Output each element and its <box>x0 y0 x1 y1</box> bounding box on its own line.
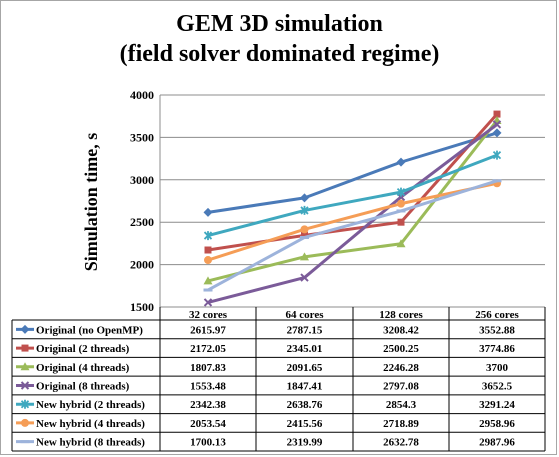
series-line <box>207 153 498 238</box>
x-category-label: 32 cores <box>189 309 228 321</box>
data-point <box>300 235 309 239</box>
table-value: 2319.99 <box>287 437 323 449</box>
y-tick-label: 1500 <box>130 300 154 314</box>
series-line <box>207 119 499 283</box>
table-value: 1553.48 <box>190 381 226 393</box>
data-point <box>397 218 405 226</box>
legend-series-name: Original (no OpenMP) <box>36 324 143 336</box>
table-value: 2615.97 <box>190 324 226 336</box>
table-value: 2345.01 <box>287 343 323 355</box>
table-value: 2091.65 <box>287 362 323 374</box>
series-line <box>207 179 498 292</box>
series-4 <box>203 120 502 307</box>
y-tick-label: 3500 <box>130 130 154 144</box>
table-value: 2987.96 <box>479 437 515 449</box>
table-value: 2718.89 <box>383 418 419 430</box>
data-point <box>396 157 406 167</box>
table-value: 2638.76 <box>287 399 323 411</box>
data-point <box>204 256 212 265</box>
data-point <box>300 193 309 203</box>
legend-series-name: New hybrid (4 threads) <box>36 418 145 430</box>
data-point <box>300 225 309 234</box>
y-tick-label: 2500 <box>130 215 154 229</box>
data-point <box>396 209 406 213</box>
y-tick-label: 3000 <box>130 173 154 187</box>
data-point <box>20 324 30 334</box>
data-point <box>492 150 502 160</box>
table-value: 2632.78 <box>383 437 419 449</box>
x-category-label: 256 cores <box>475 309 519 321</box>
legend-series-name: Original (4 threads) <box>36 362 130 374</box>
table-value: 1847.41 <box>287 381 323 393</box>
data-point <box>300 252 309 261</box>
table-value: 3208.42 <box>383 324 419 336</box>
table-value: 2500.25 <box>383 343 419 355</box>
data-point <box>396 239 406 248</box>
table-value: 3291.24 <box>479 399 515 411</box>
table-value: 3652.5 <box>482 381 513 393</box>
table-value: 2053.54 <box>190 418 226 430</box>
table-value: 1700.13 <box>190 437 226 449</box>
table-value: 3700 <box>486 362 509 374</box>
data-point <box>203 231 213 241</box>
series-1 <box>203 128 502 217</box>
data-point <box>20 399 30 409</box>
series-line <box>207 131 498 214</box>
table-value: 2172.05 <box>190 343 226 355</box>
series-2 <box>204 110 501 254</box>
table-value: 2415.56 <box>287 418 323 430</box>
table-value: 2342.38 <box>190 399 226 411</box>
data-point <box>301 231 308 239</box>
chart-title: GEM 3D simulation <box>176 11 383 37</box>
y-tick-label: 4000 <box>130 88 154 102</box>
table-value: 2958.96 <box>479 418 515 430</box>
data-point <box>396 187 406 197</box>
series-lines <box>203 110 502 307</box>
x-category-label: 128 cores <box>379 309 423 321</box>
y-tick-label: 2000 <box>130 258 154 272</box>
data-table: 32 cores 64 cores 128 cores 256 cores Origin… <box>11 307 546 452</box>
data-point <box>397 199 405 208</box>
data-point <box>21 418 29 427</box>
data-point <box>300 273 309 282</box>
data-point <box>203 276 213 285</box>
data-point <box>492 120 502 129</box>
series-line <box>207 181 498 262</box>
series-5 <box>203 150 502 241</box>
series-line <box>207 123 498 304</box>
table-value: 3552.88 <box>479 324 515 336</box>
gridlines <box>160 94 545 308</box>
x-category-label: 64 cores <box>286 309 325 321</box>
table-value: 1807.83 <box>190 362 226 374</box>
legend-series-name: Original (8 threads) <box>36 381 130 393</box>
data-point <box>203 207 213 217</box>
table-value: 2246.28 <box>383 362 419 374</box>
table-value: 2854.3 <box>386 399 417 411</box>
data-point <box>300 205 309 215</box>
series-line <box>207 113 499 252</box>
table-value: 3774.86 <box>479 343 515 355</box>
data-point <box>492 179 502 183</box>
y-axis: 1500 2000 2500 3000 3500 4000 <box>130 88 161 314</box>
data-point <box>21 344 29 352</box>
series-6 <box>204 179 501 265</box>
data-point <box>20 440 30 444</box>
data-point <box>203 288 213 292</box>
legend-series-name: Original (2 threads) <box>36 343 130 355</box>
data-point <box>20 362 30 371</box>
data-point <box>493 110 501 118</box>
data-point <box>203 298 213 307</box>
table-value: 2787.15 <box>287 324 323 336</box>
legend-series-name: New hybrid (2 threads) <box>36 399 145 411</box>
data-point <box>492 128 502 138</box>
chart-subtitle: (field solver dominated regime) <box>119 41 440 67</box>
data-point <box>20 381 30 390</box>
data-point <box>204 246 212 254</box>
series-7 <box>203 179 502 292</box>
table-value: 2797.08 <box>383 381 419 393</box>
legend-series-name: New hybrid (8 threads) <box>36 437 145 449</box>
